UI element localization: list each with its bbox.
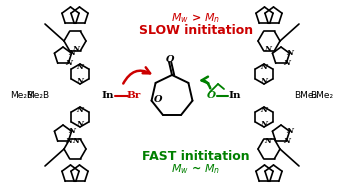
Text: N: N bbox=[265, 45, 271, 53]
Text: SLOW inititation: SLOW inititation bbox=[139, 25, 253, 37]
Text: BMe₂: BMe₂ bbox=[310, 91, 334, 101]
FancyArrowPatch shape bbox=[123, 67, 150, 84]
Text: In: In bbox=[102, 91, 114, 101]
FancyArrowPatch shape bbox=[202, 77, 210, 88]
Text: N: N bbox=[68, 49, 75, 57]
Text: Me₂B: Me₂B bbox=[10, 91, 34, 101]
Text: $\mathit{M_w}$ > $\mathit{M_n}$: $\mathit{M_w}$ > $\mathit{M_n}$ bbox=[171, 11, 221, 25]
Text: N: N bbox=[73, 137, 79, 145]
Text: In: In bbox=[229, 91, 241, 101]
Text: N: N bbox=[286, 127, 293, 135]
Text: N: N bbox=[65, 59, 72, 67]
Text: N: N bbox=[76, 77, 84, 85]
Text: N: N bbox=[73, 45, 79, 53]
Text: N: N bbox=[265, 137, 271, 145]
Text: N: N bbox=[260, 63, 268, 71]
Text: $\mathit{M_w}$ ~ $\mathit{M_n}$: $\mathit{M_w}$ ~ $\mathit{M_n}$ bbox=[171, 162, 221, 176]
Text: N: N bbox=[286, 49, 293, 57]
Text: N: N bbox=[68, 127, 75, 135]
Text: O: O bbox=[166, 54, 174, 64]
Text: N: N bbox=[76, 106, 84, 114]
Text: N: N bbox=[260, 106, 268, 114]
Text: N: N bbox=[283, 59, 290, 67]
Text: N: N bbox=[76, 120, 84, 128]
Text: N: N bbox=[65, 137, 72, 145]
Text: N: N bbox=[283, 137, 290, 145]
Text: Me₂B: Me₂B bbox=[26, 91, 50, 101]
Text: BMe₂: BMe₂ bbox=[294, 91, 318, 101]
Text: N: N bbox=[260, 77, 268, 85]
Text: N: N bbox=[76, 63, 84, 71]
Text: O: O bbox=[206, 91, 215, 101]
Text: N: N bbox=[260, 120, 268, 128]
Text: Br: Br bbox=[127, 91, 141, 101]
Text: O: O bbox=[153, 95, 162, 104]
Text: FAST inititation: FAST inititation bbox=[142, 149, 250, 163]
